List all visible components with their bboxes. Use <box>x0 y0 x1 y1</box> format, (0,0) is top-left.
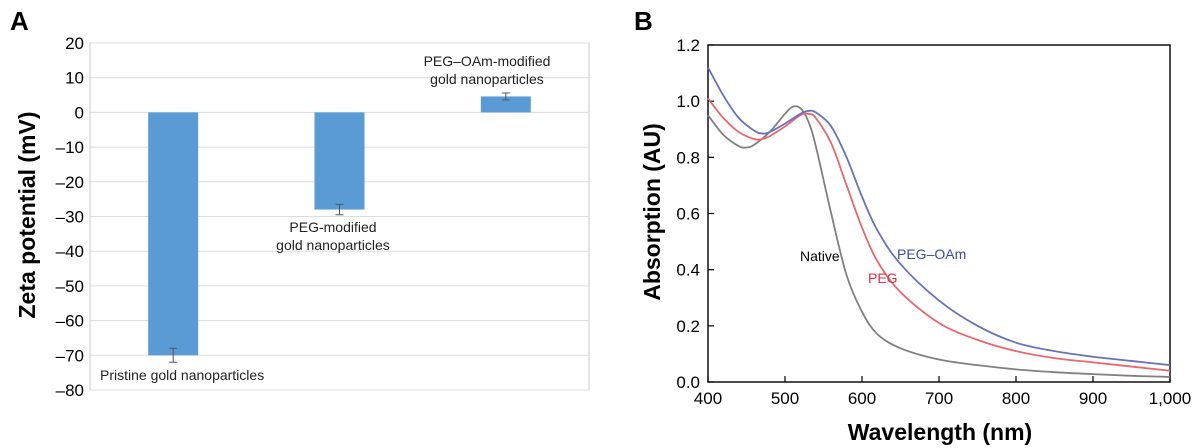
panel-b-x-tick-label: 500 <box>771 389 799 408</box>
annotation-peg-line1: PEG-modified <box>289 219 376 235</box>
panel-b-curve-labels: Native PEG PEG–OAm <box>800 246 966 286</box>
panel-a-error-bar <box>501 92 510 101</box>
panel-b-y-tick-label: 0.4 <box>676 261 700 280</box>
panel-a-bar <box>314 112 365 210</box>
curve-label-native: Native <box>800 248 840 264</box>
panel-a-bar <box>148 112 199 356</box>
panel-b-x-ticks: 400 500 600 700 800 900 1,000 <box>694 376 1191 408</box>
panel-a-y-tick-label: –40 <box>56 242 84 261</box>
panel-a-error-bar <box>169 347 178 363</box>
panel-a-y-tick-label: –70 <box>56 346 84 365</box>
panel-a-y-tick-label: –10 <box>56 138 84 157</box>
annotation-peg-oam-line1: PEG–OAm-modified <box>424 53 551 69</box>
panel-a-y-tick-label: 0 <box>75 103 84 122</box>
series-line-native <box>707 105 1171 378</box>
panel-b-plot-frame <box>707 44 1171 383</box>
panel-b-y-tick-label: 0.0 <box>676 373 700 392</box>
panel-b: B Absorption (AU) Wavelength (nm) 400 500… <box>634 6 1191 445</box>
panel-a-error-bar <box>335 203 344 216</box>
annotation-peg-oam-line2: gold nanoparticles <box>430 71 544 87</box>
panel-b-axes <box>707 44 1171 383</box>
series-line-peg-oam <box>707 67 1171 367</box>
panel-a-bars <box>148 96 531 356</box>
panel-b-y-tick-label: 1.2 <box>676 36 700 55</box>
panel-b-y-ticks: 0.0 0.2 0.4 0.6 0.8 1.0 1.2 <box>676 36 714 392</box>
panel-a-y-ticks: 20 10 0 –10 –20 –30 –40 –50 –60 –70 –80 <box>56 34 84 400</box>
panel-b-x-tick-label: 900 <box>1079 389 1107 408</box>
panel-a-bar <box>480 96 531 113</box>
panel-b-x-tick-label: 400 <box>694 389 722 408</box>
panel-a-y-tick-label: 20 <box>65 34 84 53</box>
panel-b-y-tick-label: 1.0 <box>676 92 700 111</box>
panel-b-series-lines <box>707 67 1171 378</box>
panel-a-annotations: Pristine gold nanoparticles PEG-modified… <box>100 53 550 383</box>
panel-b-x-tick-label: 700 <box>925 389 953 408</box>
panel-a-y-tick-label: –60 <box>56 312 84 331</box>
panel-b-letter: B <box>634 6 653 36</box>
panel-a-y-tick-label: –50 <box>56 277 84 296</box>
panel-a-y-axis-title: Zeta potential (mV) <box>14 111 40 318</box>
panel-a: A Zeta potential (mV) 20 10 0 –10 –20 –30 –40 –… <box>10 6 590 400</box>
panel-b-x-axis-title: Wavelength (nm) <box>848 419 1032 445</box>
annotation-pristine: Pristine gold nanoparticles <box>100 367 264 383</box>
panel-a-error-bars <box>169 92 510 363</box>
panel-b-x-tick-label: 600 <box>848 389 876 408</box>
panel-b-y-tick-label: 0.8 <box>676 148 700 167</box>
panel-b-x-tick-label: 1,000 <box>1149 389 1192 408</box>
curve-label-peg-oam: PEG–OAm <box>897 246 966 262</box>
panel-b-y-axis-title: Absorption (AU) <box>639 123 665 301</box>
curve-label-peg: PEG <box>868 270 898 286</box>
panel-a-y-tick-label: –20 <box>56 173 84 192</box>
series-line-peg <box>707 97 1171 372</box>
panel-a-y-tick-label: –30 <box>56 208 84 227</box>
panel-b-y-tick-label: 0.6 <box>676 205 700 224</box>
panel-b-y-tick-label: 0.2 <box>676 317 700 336</box>
panel-b-x-tick-label: 800 <box>1002 389 1030 408</box>
panel-a-y-tick-label: –80 <box>56 381 84 400</box>
panel-a-y-tick-label: 10 <box>65 69 84 88</box>
panel-a-letter: A <box>10 6 29 36</box>
annotation-peg-line2: gold nanoparticles <box>276 237 390 253</box>
